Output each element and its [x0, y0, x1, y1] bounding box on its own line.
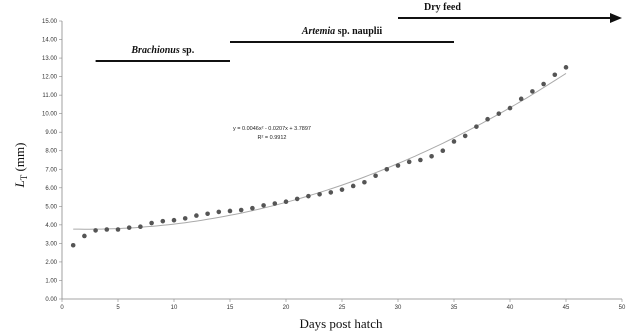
data-point	[238, 207, 244, 213]
data-points	[70, 65, 569, 248]
data-point	[171, 217, 177, 223]
data-point	[250, 205, 255, 211]
data-point	[261, 203, 266, 208]
data-point	[474, 124, 479, 129]
feed-label-suffix: Dry feed	[424, 2, 461, 13]
x-tick-label: 35	[451, 305, 458, 311]
r-squared-label: R² = 0.9912	[258, 135, 287, 141]
y-tick-label: 10.00	[42, 112, 58, 118]
data-point	[272, 201, 278, 206]
x-axis-title: Days post hatch	[299, 316, 383, 331]
data-point	[205, 211, 210, 217]
axes: 0.00 1.00 2.00 3.00 4.00 5.00 6.00 7.00 8.00 9.00…	[42, 19, 626, 311]
data-point	[93, 228, 98, 233]
data-point	[518, 96, 524, 102]
x-tick-label: 15	[227, 305, 234, 311]
equation-label: y = 0.0046x² - 0.0207x + 3.7897	[233, 126, 311, 132]
y-tick-label: 11.00	[42, 93, 57, 99]
y-tick-label: 15.00	[42, 19, 58, 25]
y-axis-symbol: L	[12, 180, 27, 188]
y-axis-title: LT (mm)	[12, 143, 29, 189]
feed-species-name: Brachionus	[130, 45, 179, 56]
data-point	[328, 190, 334, 195]
x-tick-label: 20	[283, 305, 290, 311]
x-tick-label: 50	[619, 305, 626, 311]
data-point	[138, 224, 143, 230]
data-point	[82, 233, 87, 239]
feed-species-name: Artemia	[301, 26, 335, 37]
data-point	[530, 89, 535, 94]
data-point	[182, 216, 188, 221]
data-point	[317, 191, 322, 197]
data-point	[406, 159, 412, 165]
y-tick-label: 0.00	[45, 297, 57, 303]
y-tick-label: 5.00	[45, 204, 57, 210]
y-tick-label: 8.00	[45, 149, 57, 155]
data-point	[104, 227, 110, 232]
feed-label-suffix: sp.	[180, 45, 195, 56]
data-point	[440, 148, 446, 154]
data-point	[451, 139, 457, 144]
data-point	[70, 242, 76, 248]
data-point	[306, 193, 311, 199]
data-point	[216, 209, 222, 215]
data-point	[563, 65, 569, 70]
data-point	[496, 111, 502, 116]
feeding-period-label: Dry feed	[424, 2, 461, 13]
data-point	[418, 157, 423, 163]
y-axis-subscript: T	[19, 174, 29, 180]
data-point	[339, 187, 345, 192]
data-point	[395, 163, 401, 168]
y-tick-label: 14.00	[42, 38, 58, 44]
feeding-period-label: Artemia sp. nauplii	[301, 26, 383, 37]
feed-label-suffix: sp. nauplii	[335, 26, 382, 37]
x-tick-label: 25	[339, 305, 346, 311]
data-point	[485, 116, 490, 122]
y-tick-label: 2.00	[45, 260, 57, 266]
x-tick-label: 0	[60, 305, 64, 311]
data-point	[160, 218, 166, 224]
y-tick-label: 7.00	[45, 167, 57, 173]
y-tick-label: 1.00	[45, 278, 57, 284]
data-point	[126, 225, 132, 230]
data-point	[362, 179, 367, 185]
feeding-period-label: Brachionus sp.	[130, 45, 194, 56]
trendline	[73, 72, 567, 230]
data-point	[149, 220, 154, 226]
data-point	[384, 166, 390, 172]
feeding-periods: Brachionus sp. Artemia sp. nauplii Dry fee…	[95, 2, 622, 62]
data-point	[350, 183, 356, 189]
y-tick-label: 12.00	[42, 75, 58, 81]
y-tick-label: 9.00	[45, 130, 57, 136]
x-tick-label: 40	[507, 305, 514, 311]
y-tick-label: 3.00	[45, 241, 57, 247]
data-point	[373, 173, 378, 179]
data-point	[507, 105, 513, 111]
arrow-head-icon	[610, 13, 622, 23]
y-tick-label: 6.00	[45, 186, 57, 192]
x-tick-label: 5	[116, 305, 120, 311]
x-tick-label: 30	[395, 305, 402, 311]
y-tick-label: 13.00	[42, 56, 58, 62]
data-point	[283, 199, 289, 204]
data-point	[552, 72, 558, 78]
y-axis-unit: (mm)	[12, 143, 27, 175]
data-point	[429, 153, 434, 159]
data-point	[227, 208, 233, 214]
data-point	[294, 196, 300, 202]
trendline-curve	[73, 72, 567, 230]
data-point	[115, 227, 121, 232]
y-tick-label: 4.00	[45, 223, 57, 229]
data-point	[194, 213, 199, 218]
data-point	[541, 81, 546, 87]
data-point	[462, 133, 468, 139]
x-tick-label: 45	[563, 305, 570, 311]
x-tick-label: 10	[171, 305, 178, 311]
